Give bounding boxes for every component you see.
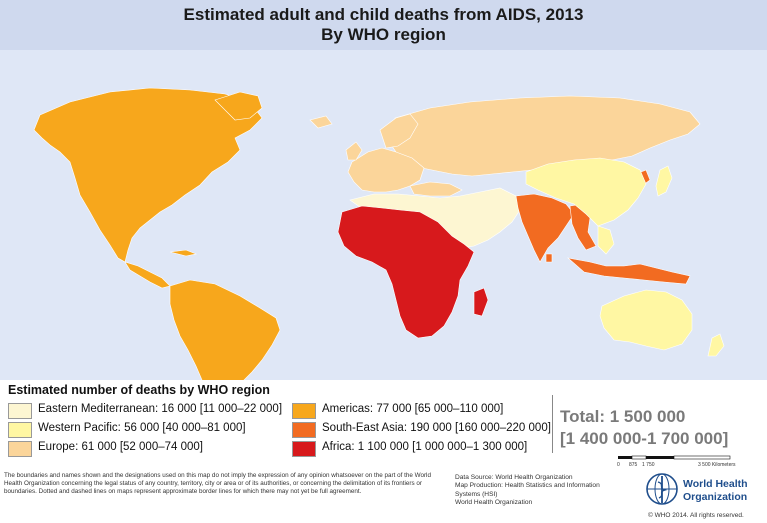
scale-label-0: 0 [617,462,620,468]
map-title-line2: By WHO region [321,25,446,44]
north-america [33,87,263,263]
japan [655,165,673,197]
legend-item-eastern-mediterranean: Eastern Mediterranean: 16 000 [11 000–22… [8,403,293,419]
legend-item-africa: Africa: 1 100 000 [1 000 000–1 300 000] [292,441,550,457]
legend-item-europe: Europe: 61 000 [52 000–74 000] [8,441,293,457]
sub-saharan-africa [337,205,475,339]
legend-label-americas: Americas: 77 000 [65 000–110 000] [322,403,504,415]
who-name-line1: World Health [683,478,748,490]
region-western-pacific [525,157,725,357]
legend: Estimated number of deaths by WHO region… [0,380,767,470]
map-title: Estimated adult and child deaths from AI… [0,5,767,45]
legend-label-eastern-mediterranean: Eastern Mediterranean: 16 000 [11 000–22… [38,403,283,415]
legend-label-western-pacific: Western Pacific: 56 000 [40 000–81 000] [38,422,246,434]
legend-label-europe: Europe: 61 000 [52 000–74 000] [38,441,203,453]
indonesia [566,257,691,285]
south-america [169,279,281,380]
scale-bar-graphic: 0 875 1 750 3 500 Kilometers [617,455,736,468]
legend-swatch-europe [8,441,32,457]
map-production: Map Production: Health Statistics and In… [455,482,600,498]
scale-bar: 0 875 1 750 3 500 Kilometers [616,455,746,469]
who-logo: World Health Organization [645,472,765,508]
legend-item-south-east-asia: South-East Asia: 190 000 [160 000–220 00… [292,422,551,438]
legend-item-americas: Americas: 77 000 [65 000–110 000] [292,403,550,419]
scale-label-875: 875 [629,462,638,468]
legend-swatch-eastern-mediterranean [8,403,32,419]
total-value: Total: 1 500 000 [560,407,686,426]
total-divider [552,395,553,453]
map-production-org: World Health Organization [455,499,533,507]
region-africa [337,205,489,339]
who-emblem-icon [646,473,678,505]
region-europe [309,95,701,197]
who-name-line2: Organization [683,491,748,503]
legend-item-western-pacific: Western Pacific: 56 000 [40 000–81 000] [8,422,293,438]
australia [599,289,693,351]
turkey-caucasus [409,181,463,197]
world-map [0,50,767,380]
legend-swatch-western-pacific [8,422,32,438]
madagascar [473,287,489,317]
data-source: Data Source: World Health Organization [455,474,573,481]
china-mongolia [525,157,647,227]
new-zealand [707,333,725,357]
footer: The boundaries and names shown and the d… [0,470,767,523]
scale-label-1750: 1 750 [642,462,655,468]
world-map-svg [33,87,725,380]
legend-swatch-americas [292,403,316,419]
sources: Data Source: World Health Organization M… [455,474,605,508]
caribbean [169,249,198,257]
uk-ireland [345,141,363,161]
greenland-americas [214,91,263,121]
legend-label-africa: Africa: 1 100 000 [1 000 000–1 300 000] [322,441,528,453]
iceland [309,115,333,129]
sri-lanka [545,253,553,263]
region-americas [33,87,281,380]
legend-swatch-south-east-asia [292,422,316,438]
title-bar: Estimated adult and child deaths from AI… [0,0,767,50]
total-range: [1 400 000-1 700 000] [560,429,729,448]
scandinavia [379,113,419,149]
copyright: © WHO 2014. All rights reserved. [648,512,744,519]
south-asia [515,193,575,263]
legend-label-south-east-asia: South-East Asia: 190 000 [160 000–220 00… [322,422,551,434]
central-america [124,261,171,289]
scale-label-3500: 3 500 Kilometers [698,462,736,468]
russia-central-asia [389,95,701,177]
map-title-line1: Estimated adult and child deaths from AI… [183,5,584,24]
disclaimer-text: The boundaries and names shown and the d… [4,472,431,496]
legend-swatch-africa [292,441,316,457]
region-south-east-asia [515,169,691,285]
legend-title: Estimated number of deaths by WHO region [8,383,270,397]
indochina-philippines [597,225,615,255]
